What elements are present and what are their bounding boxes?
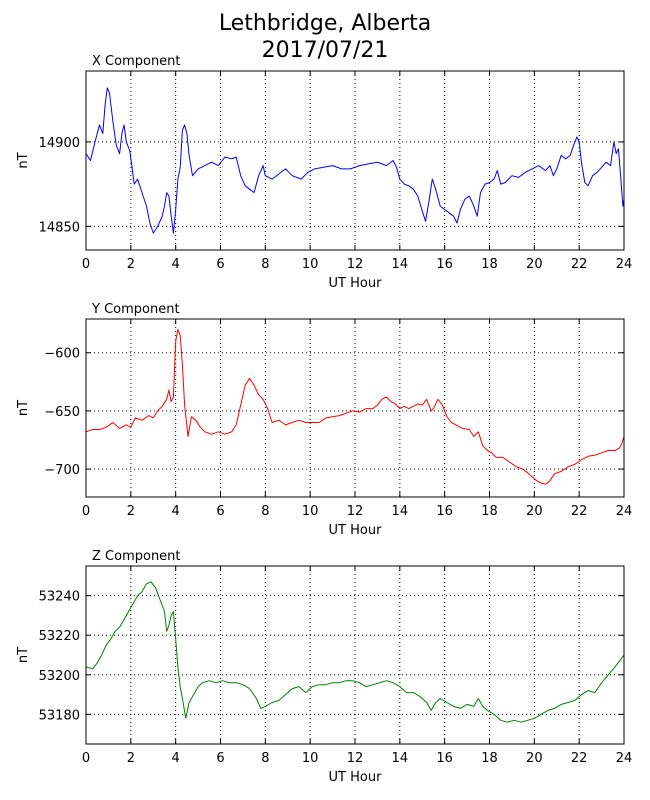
panel-subtitle: X Component <box>92 54 181 69</box>
x-tick-label: 0 <box>82 751 90 766</box>
x-tick-label: 8 <box>261 751 269 766</box>
y-tick-label: −700 <box>44 463 80 478</box>
x-axis-label: UT Hour <box>329 770 383 785</box>
x-tick-label: 16 <box>436 751 453 766</box>
y-tick-label: 53180 <box>39 708 80 723</box>
y-tick-label: 53240 <box>39 590 80 605</box>
y-tick-label: −650 <box>44 405 80 420</box>
panel-3: 0 2 4 6 8 10 12 14 16 18 20 22 245318053200532205324… <box>16 549 632 785</box>
x-tick-label: 12 <box>347 504 364 519</box>
series-line <box>85 87 625 234</box>
y-axis-label: nT <box>16 647 31 663</box>
x-tick-label: 20 <box>526 751 543 766</box>
x-tick-label: 6 <box>216 257 224 272</box>
y-tick-label: 53220 <box>39 629 80 644</box>
x-tick-label: 10 <box>302 751 319 766</box>
chart-title-line1: Lethbridge, Alberta <box>218 11 432 36</box>
x-tick-label: 8 <box>261 257 269 272</box>
x-tick-label: 0 <box>82 504 90 519</box>
x-tick-label: 14 <box>392 504 409 519</box>
panel-subtitle: Y Component <box>91 302 180 317</box>
y-axis-label: nT <box>16 152 31 168</box>
x-tick-label: 8 <box>261 504 269 519</box>
x-axis-label: UT Hour <box>329 523 383 538</box>
x-tick-label: 22 <box>571 257 588 272</box>
x-tick-label: 14 <box>392 257 409 272</box>
x-tick-label: 10 <box>302 504 319 519</box>
x-tick-label: 22 <box>571 751 588 766</box>
x-tick-label: 12 <box>347 257 364 272</box>
x-tick-label: 4 <box>172 751 180 766</box>
x-tick-label: 0 <box>82 257 90 272</box>
x-tick-label: 20 <box>526 504 543 519</box>
x-tick-label: 18 <box>481 504 498 519</box>
x-tick-label: 16 <box>436 257 453 272</box>
x-tick-label: 4 <box>172 504 180 519</box>
x-tick-label: 10 <box>302 257 319 272</box>
x-tick-label: 2 <box>127 257 135 272</box>
x-tick-label: 12 <box>347 751 364 766</box>
x-tick-label: 2 <box>127 504 135 519</box>
x-tick-label: 24 <box>616 504 633 519</box>
series-line <box>85 581 625 723</box>
y-tick-label: 14900 <box>39 136 80 151</box>
x-tick-label: 20 <box>526 257 543 272</box>
x-tick-label: 18 <box>481 751 498 766</box>
y-tick-label: −600 <box>44 347 80 362</box>
x-tick-label: 14 <box>392 751 409 766</box>
x-tick-label: 16 <box>436 504 453 519</box>
x-axis-label: UT Hour <box>329 276 383 291</box>
y-axis-label: nT <box>16 400 31 416</box>
x-tick-label: 4 <box>172 257 180 272</box>
x-tick-label: 2 <box>127 751 135 766</box>
panel-subtitle: Z Component <box>92 549 181 564</box>
chart-title-line2: 2017/07/21 <box>261 38 389 63</box>
series-line <box>85 329 625 485</box>
x-tick-label: 24 <box>616 751 633 766</box>
y-tick-label: 53200 <box>39 669 80 684</box>
y-tick-label: 14850 <box>39 220 80 235</box>
x-tick-label: 6 <box>216 751 224 766</box>
x-tick-label: 22 <box>571 504 588 519</box>
x-tick-label: 6 <box>216 504 224 519</box>
x-tick-label: 24 <box>616 257 633 272</box>
x-tick-label: 18 <box>481 257 498 272</box>
